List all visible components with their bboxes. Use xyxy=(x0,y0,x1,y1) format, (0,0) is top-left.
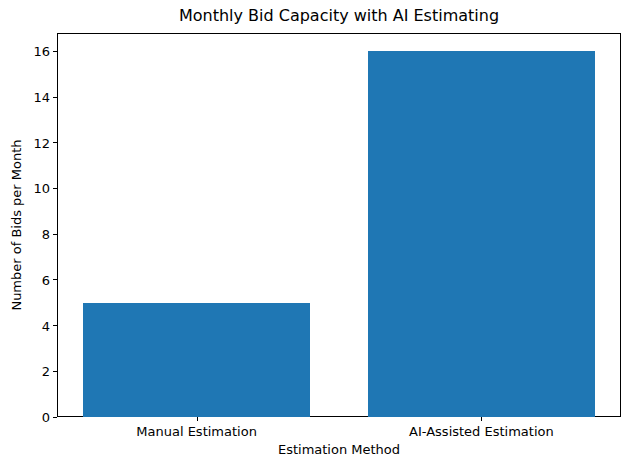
y-tick-label: 4 xyxy=(42,319,50,332)
y-tick-label: 12 xyxy=(33,136,50,149)
x-tick-mark xyxy=(481,417,482,421)
y-tick-mark xyxy=(53,371,57,372)
x-tick-label: AI-Assisted Estimation xyxy=(409,424,554,439)
y-tick-label: 6 xyxy=(42,273,50,286)
x-tick-label: Manual Estimation xyxy=(136,424,257,439)
y-tick-mark xyxy=(53,417,57,418)
y-tick-mark xyxy=(53,188,57,189)
y-tick-label: 16 xyxy=(33,45,50,58)
bar-1 xyxy=(83,303,311,417)
chart-title: Monthly Bid Capacity with AI Estimating xyxy=(57,6,621,26)
y-tick-mark xyxy=(53,142,57,143)
y-tick-mark xyxy=(53,97,57,98)
x-axis-label: Estimation Method xyxy=(57,442,621,458)
y-tick-mark xyxy=(53,279,57,280)
y-axis-label-wrap: Number of Bids per Month xyxy=(0,33,34,417)
y-tick-mark xyxy=(53,51,57,52)
y-tick-mark xyxy=(53,325,57,326)
y-tick-label: 8 xyxy=(42,228,50,241)
bar-chart-figure: Monthly Bid Capacity with AI Estimating … xyxy=(0,0,630,470)
x-tick-mark xyxy=(197,417,198,421)
y-tick-mark xyxy=(53,234,57,235)
bar-2 xyxy=(368,51,596,417)
y-axis-label: Number of Bids per Month xyxy=(9,139,25,310)
y-tick-label: 14 xyxy=(33,91,50,104)
y-tick-label: 0 xyxy=(42,411,50,424)
y-tick-label: 2 xyxy=(42,365,50,378)
y-tick-label: 10 xyxy=(33,182,50,195)
